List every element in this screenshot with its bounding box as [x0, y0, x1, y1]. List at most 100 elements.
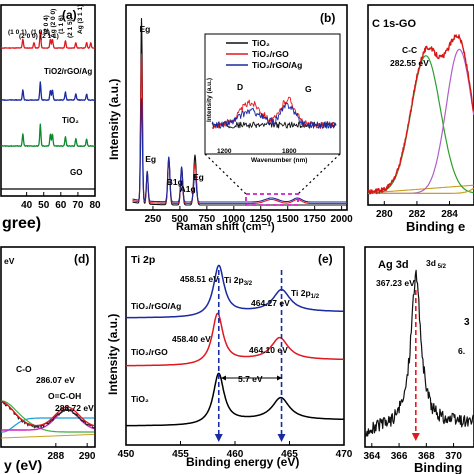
- panel-b-frame: [125, 4, 348, 211]
- panel-d-component-1: [1, 400, 95, 433]
- panel-f-x-tick-label: 368: [418, 451, 435, 462]
- panel-e: 450 455 460 465 470 Ti 2p (e) Intensity (a.u…: [106, 246, 353, 469]
- panel-b-x-tick-label: 1000: [223, 214, 246, 225]
- panel-b-x-tick-label: 2000: [330, 214, 353, 225]
- panel-b-series-2: [132, 98, 347, 203]
- panel-a-peak-label: (1 1 6): [58, 15, 65, 34]
- panel-e-title: Ti 2p: [131, 254, 155, 266]
- panel-d-label: (d): [74, 252, 89, 266]
- inset-label-d: D: [237, 82, 243, 92]
- legend-label: TiO₂/rGO: [252, 49, 289, 59]
- panel-e-annotation-3: 458.40 eV: [172, 334, 211, 344]
- panel-d-annotation-cooh-energy: 288.72 eV: [55, 403, 94, 413]
- panel-a-peak-label: (2 1 5): [67, 19, 74, 38]
- panel-f-peak-name: 3d 5/2: [426, 258, 447, 270]
- panel-e-guide-arrow: [214, 434, 223, 442]
- panel-a-label: (a): [62, 8, 77, 22]
- inset-tick-1800: 1800: [282, 148, 297, 155]
- panel-e-xlabel: Binding energy (eV): [186, 455, 299, 469]
- panel-f-data: [364, 269, 474, 438]
- panel-d-frame: [0, 246, 96, 448]
- panel-a-peak-label: (2 0 4): [43, 15, 50, 34]
- panel-d-annotation-co: C-O: [16, 364, 32, 374]
- panel-f-x-tick-label: 370: [445, 451, 462, 462]
- panel-e-annotation-gap: 5.7 eV: [238, 374, 263, 384]
- panel-b: 250 500 750 1000 1250 1500 1750 2000 (b) Intens…: [107, 4, 353, 233]
- panel-b-ylabel: Intensity (a.u.): [107, 79, 121, 160]
- panel-a-curves: [0, 31, 96, 190]
- panel-d-x-tick-label: 290: [79, 451, 96, 462]
- panel-c-xlabel-fragment: Binding e: [406, 219, 465, 234]
- panel-a-x-tick-label: 60: [55, 200, 67, 211]
- panel-b-peak-label: A1g: [180, 184, 196, 194]
- panel-e-ticks: 450 455 460 465 470: [118, 441, 353, 460]
- panel-a-series-2: [0, 123, 96, 148]
- panel-a-peak-label: (2 0 0): [19, 33, 38, 40]
- panel-e-series-label-tio2: TiO₂: [131, 394, 149, 404]
- inset-xlabel: Wavenumber (nm): [251, 157, 307, 164]
- panel-d-curves: [0, 400, 95, 439]
- panel-e-x-tick-label: 450: [118, 449, 135, 460]
- panel-b-x-tick-label: 1250: [250, 214, 273, 225]
- panel-e-x-tick-label: 470: [336, 449, 353, 460]
- panel-c-x-tick-label: 282: [409, 209, 426, 220]
- panel-a-peak-label: Ag (3 1 1): [77, 5, 84, 34]
- panel-b-ticks: 250 500 750 1000 1250 1500 1750 2000: [145, 206, 353, 225]
- panel-d-annotation-ev: eV: [4, 256, 15, 266]
- panel-a-peak-label: (2 1 1): [40, 33, 59, 40]
- panel-a-frame: [0, 4, 96, 197]
- inset-ylabel: Intensity (a.u.): [206, 78, 213, 122]
- panel-a-series-1: [0, 81, 96, 101]
- panel-f-xlabel-fragment: Binding: [414, 460, 462, 474]
- panel-a-xlabel-fragment: gree): [2, 215, 41, 232]
- inset-tick-1200: 1200: [217, 148, 232, 155]
- panel-e-series-1: [125, 312, 344, 367]
- panel-b-peak-label: Eg: [140, 24, 151, 34]
- panel-a-series-label-tio2: TiO₂: [62, 116, 79, 125]
- panel-c-component-1: [367, 48, 474, 194]
- panel-a-peak-label: (1 0 5): [31, 29, 50, 36]
- panel-f-annotation-cut-1: 3: [464, 317, 470, 328]
- panel-f-curves: [364, 269, 474, 441]
- panel-a-x-tick-label: 40: [21, 200, 33, 211]
- panel-a: 40 50 60 70 80 (a) TiO2/rGO/Ag TiO₂ GO (1 0 …: [0, 4, 101, 232]
- panel-d-ticks: 288 290: [47, 443, 96, 462]
- panel-b-curves: [132, 17, 347, 206]
- zoom-link-left: [204, 153, 247, 195]
- panel-c-component-0: [367, 55, 474, 194]
- panel-b-series-1: [132, 53, 347, 205]
- panel-f-x-tick-label: 366: [391, 451, 408, 462]
- panel-e-x-tick-label: 455: [172, 449, 189, 460]
- panel-e-series-label-rgo-ag: TiO₂/rGO/Ag: [131, 301, 181, 311]
- panel-c: 280 282 284 C 1s-GO C-C 282.55 eV Binding …: [367, 4, 474, 234]
- panel-b-x-tick-label: 1500: [277, 214, 300, 225]
- panel-f-x-tick-label: 364: [363, 451, 380, 462]
- panel-f: 364 366 368 370 Ag 3d 3d 5/2 367.23 eV 3 6.…: [363, 246, 474, 474]
- panel-e-annotation-4: 464.10 eV: [249, 345, 288, 355]
- panel-a-series-0: [0, 31, 96, 49]
- panel-d-xlabel-fragment: y (eV): [4, 457, 42, 473]
- panel-d-envelope: [0, 400, 95, 427]
- panel-d: 288 290 (d) eV C-O 286.07 eV O=C-OH 288.7…: [0, 246, 96, 473]
- panel-e-annotation-2: 464.27 eV: [251, 298, 290, 308]
- panel-b-label: (b): [320, 11, 335, 25]
- panel-b-peak-label: B1g: [167, 177, 183, 187]
- panel-a-x-tick-label: 50: [38, 200, 50, 211]
- panel-b-x-tick-label: 250: [145, 214, 162, 225]
- panel-c-component-2: [367, 187, 474, 194]
- panel-d-x-tick-label: 288: [47, 451, 64, 462]
- panel-f-guide-arrow: [411, 433, 420, 441]
- panel-a-ticks: 40 50 60 70 80: [21, 192, 101, 211]
- panel-e-x-tick-label: 465: [281, 449, 298, 460]
- zoom-region-box: [245, 193, 299, 206]
- panel-e-peak-name-1-2: Ti 2p1/2: [291, 288, 320, 300]
- panel-c-x-tick-label: 280: [376, 209, 393, 220]
- panel-e-series-0: [125, 264, 344, 319]
- panel-a-x-tick-label: 70: [72, 200, 84, 211]
- panel-e-x-tick-label: 460: [227, 449, 244, 460]
- panel-c-x-tick-label: 284: [441, 209, 458, 220]
- panel-c-data: [367, 34, 474, 195]
